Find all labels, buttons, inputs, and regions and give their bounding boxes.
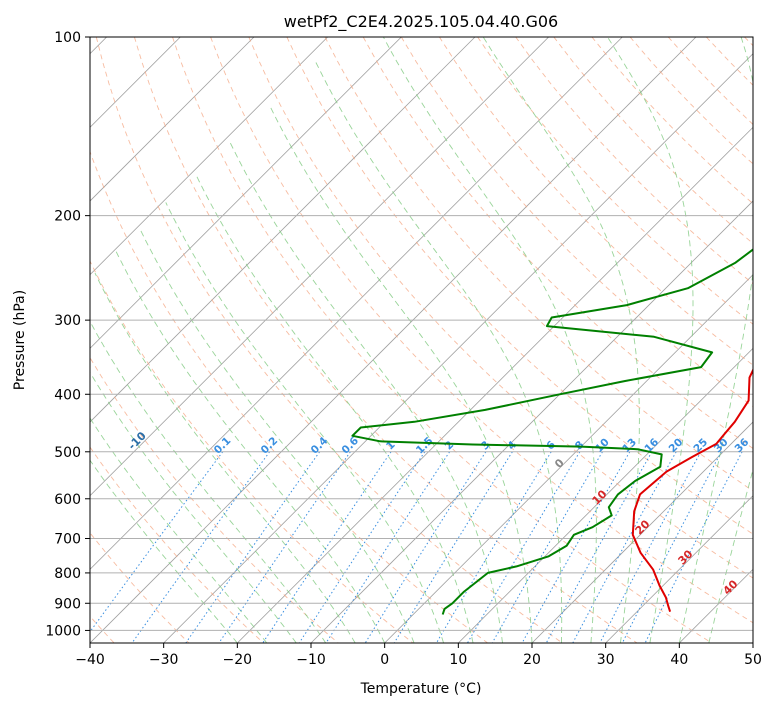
- x-tick-label: 10: [449, 652, 467, 668]
- x-tick-label: 30: [597, 652, 615, 668]
- y-tick-label: 600: [54, 492, 81, 508]
- y-tick-label: 800: [54, 566, 81, 582]
- x-axis-label: Temperature (°C): [360, 681, 482, 697]
- chart-title: wetPf2_C2E4.2025.105.04.40.G06: [284, 12, 558, 32]
- y-tick-label: 1000: [45, 623, 81, 639]
- x-tick-label: −20: [223, 652, 253, 668]
- x-tick-label: 0: [380, 652, 389, 668]
- y-tick-label: 700: [54, 532, 81, 548]
- x-tick-label: 40: [670, 652, 688, 668]
- y-tick-label: 400: [54, 387, 81, 403]
- y-tick-label: 300: [54, 313, 81, 329]
- y-tick-label: 900: [54, 596, 81, 612]
- plot-background: [90, 37, 753, 643]
- dry-adiabat-label: -20: [51, 406, 74, 429]
- isotherm-line: [753, 37, 775, 643]
- y-tick-label: 500: [54, 445, 81, 461]
- x-tick-label: 20: [523, 652, 541, 668]
- x-tick-label: −10: [296, 652, 326, 668]
- x-tick-label: −40: [75, 652, 105, 668]
- y-axis-label: Pressure (hPa): [12, 290, 28, 390]
- x-tick-label: −30: [149, 652, 179, 668]
- y-tick-label: 200: [54, 209, 81, 225]
- y-tick-label: 100: [54, 30, 81, 46]
- x-tick-label: 50: [744, 652, 762, 668]
